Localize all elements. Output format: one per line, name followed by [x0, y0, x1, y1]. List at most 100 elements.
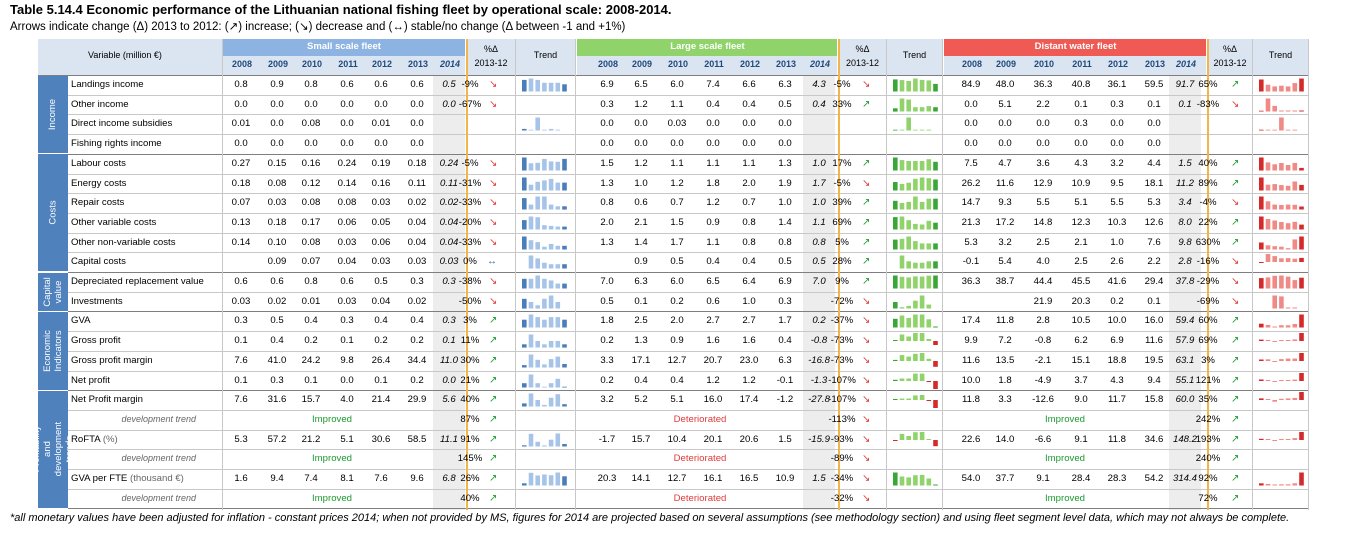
variable-label: Gross profit margin [71, 354, 153, 366]
sparkline [1257, 233, 1307, 253]
sparkline-bar-2013 [1292, 324, 1298, 328]
value-2014: 55.1 [1175, 374, 1195, 386]
sparkline-bar-2008 [1259, 398, 1264, 401]
sparkline-bar-2009 [1265, 483, 1271, 486]
pct-change: 22% [1198, 216, 1218, 228]
value-2012: 28.3 [1107, 473, 1127, 484]
sparkline-bar-2010 [535, 181, 540, 190]
value-2012: 1.1 [742, 157, 756, 169]
sparkline-svg [1259, 98, 1304, 112]
sparkline-bar-2013 [926, 177, 932, 190]
sparkline-bar-2010 [1272, 86, 1277, 92]
value-2010: 21.2 [301, 433, 321, 445]
value-2012: 9.5 [1110, 177, 1124, 189]
sparkline-bar-2011 [913, 431, 918, 440]
value-2013: 11.6 [1145, 335, 1163, 347]
row-separator [68, 94, 1308, 96]
variable-label: Fishing rights income [71, 138, 162, 150]
sparkline-svg [893, 373, 938, 389]
fleet-header-band [222, 39, 465, 56]
pct-change: -72% [830, 295, 854, 307]
value-2012: 0.5 [374, 276, 388, 287]
pct-change: -50% [458, 295, 482, 307]
value-2011: 1.6 [706, 335, 720, 347]
sparkline-bar-2014 [562, 226, 567, 230]
value-2009: 4.7 [998, 157, 1012, 169]
sparkline-bar-2009 [528, 163, 534, 171]
value-2008: 20.3 [597, 473, 617, 484]
sparkline-bar-2012 [548, 264, 554, 269]
value-2011: 10.9 [1071, 177, 1091, 189]
sparkline [1257, 292, 1307, 312]
sparkline [891, 311, 941, 331]
sparkline-bar-2010 [535, 304, 540, 309]
sparkline-bar-2008 [893, 379, 898, 381]
sparkline-bar-2010 [1272, 275, 1277, 289]
pct-change: -32% [830, 492, 854, 504]
trend-divider [886, 39, 887, 510]
value-2008: 14.7 [961, 197, 981, 209]
trend-arrow-up: ↗ [862, 236, 871, 248]
value-2008: 54.0 [961, 473, 981, 484]
sparkline [1257, 371, 1307, 391]
value-2008: 6.9 [600, 79, 614, 90]
sparkline-bar-2011 [542, 298, 547, 309]
sparkline-bar-2014 [933, 222, 938, 230]
trend-header: Trend [533, 50, 558, 60]
sparkline-bar-2012 [1285, 130, 1291, 131]
sparkline-bar-2011 [913, 130, 918, 131]
value-2008: 0.14 [231, 236, 251, 248]
value-2010: 0.08 [301, 236, 321, 248]
sparkline-bar-2008 [893, 200, 898, 210]
category-band-economic: Economic Indicators [38, 311, 68, 390]
pct-change: -83% [1196, 98, 1220, 110]
sparkline-bar-2012 [919, 160, 925, 171]
row-separator [68, 409, 1308, 411]
sparkline-bar-2013 [926, 438, 932, 440]
pct-change: -9% [461, 79, 479, 90]
year-header: 2013 [775, 59, 797, 69]
trend-arrow-up: ↗ [1231, 453, 1240, 465]
sparkline-bar-2009 [899, 306, 905, 309]
value-2010: 0.08 [301, 197, 321, 209]
sparkline-bar-2011 [542, 82, 547, 92]
value-2013: 19.5 [1144, 354, 1164, 366]
sparkline-bar-2013 [926, 261, 932, 269]
sparkline-bar-2008 [522, 483, 527, 486]
value-2011: 16.1 [703, 473, 723, 484]
sparkline-bar-2011 [1279, 258, 1284, 263]
year-header: 2010 [1033, 59, 1055, 69]
year-header: 2014 [809, 59, 831, 69]
sparkline-svg [893, 177, 938, 190]
sparkline-bar-2008 [893, 239, 898, 250]
value-2012: 6.9 [1110, 335, 1124, 347]
value-2012: 10.3 [1107, 216, 1127, 228]
value-2010: 2.0 [670, 315, 684, 327]
value-2013: 1.4 [778, 216, 792, 228]
sparkline-bar-2012 [548, 204, 554, 210]
pct-change: -37% [830, 315, 854, 327]
value-2009: 0.0 [998, 138, 1012, 150]
value-2009: 11.8 [996, 315, 1014, 327]
variable-label: Labour costs [71, 157, 126, 169]
sparkline-svg [893, 352, 938, 367]
sparkline-bar-2012 [1285, 223, 1291, 230]
value-2012: 21.4 [371, 394, 391, 406]
year-header-band [222, 56, 465, 75]
sparkline-bar-2008 [1259, 216, 1264, 230]
pct-change-header: %Δ [1222, 44, 1237, 54]
sparkline-bar-2011 [1279, 85, 1284, 92]
sparkline-bar-2008 [1259, 79, 1264, 92]
value-2012: 10.0 [1107, 315, 1127, 327]
value-2009: 37.7 [995, 473, 1015, 484]
sparkline-bar-2010 [1272, 326, 1277, 328]
sparkline-bar-2011 [913, 276, 918, 289]
sparkline-bar-2008 [522, 444, 527, 447]
value-2009: 14.1 [631, 473, 651, 484]
sparkline-bar-2008 [522, 403, 527, 407]
sparkline-bar-2014 [562, 158, 567, 171]
value-2012: 0.03 [371, 197, 391, 209]
sparkline [520, 371, 570, 391]
sparkline-bar-2009 [528, 255, 534, 269]
